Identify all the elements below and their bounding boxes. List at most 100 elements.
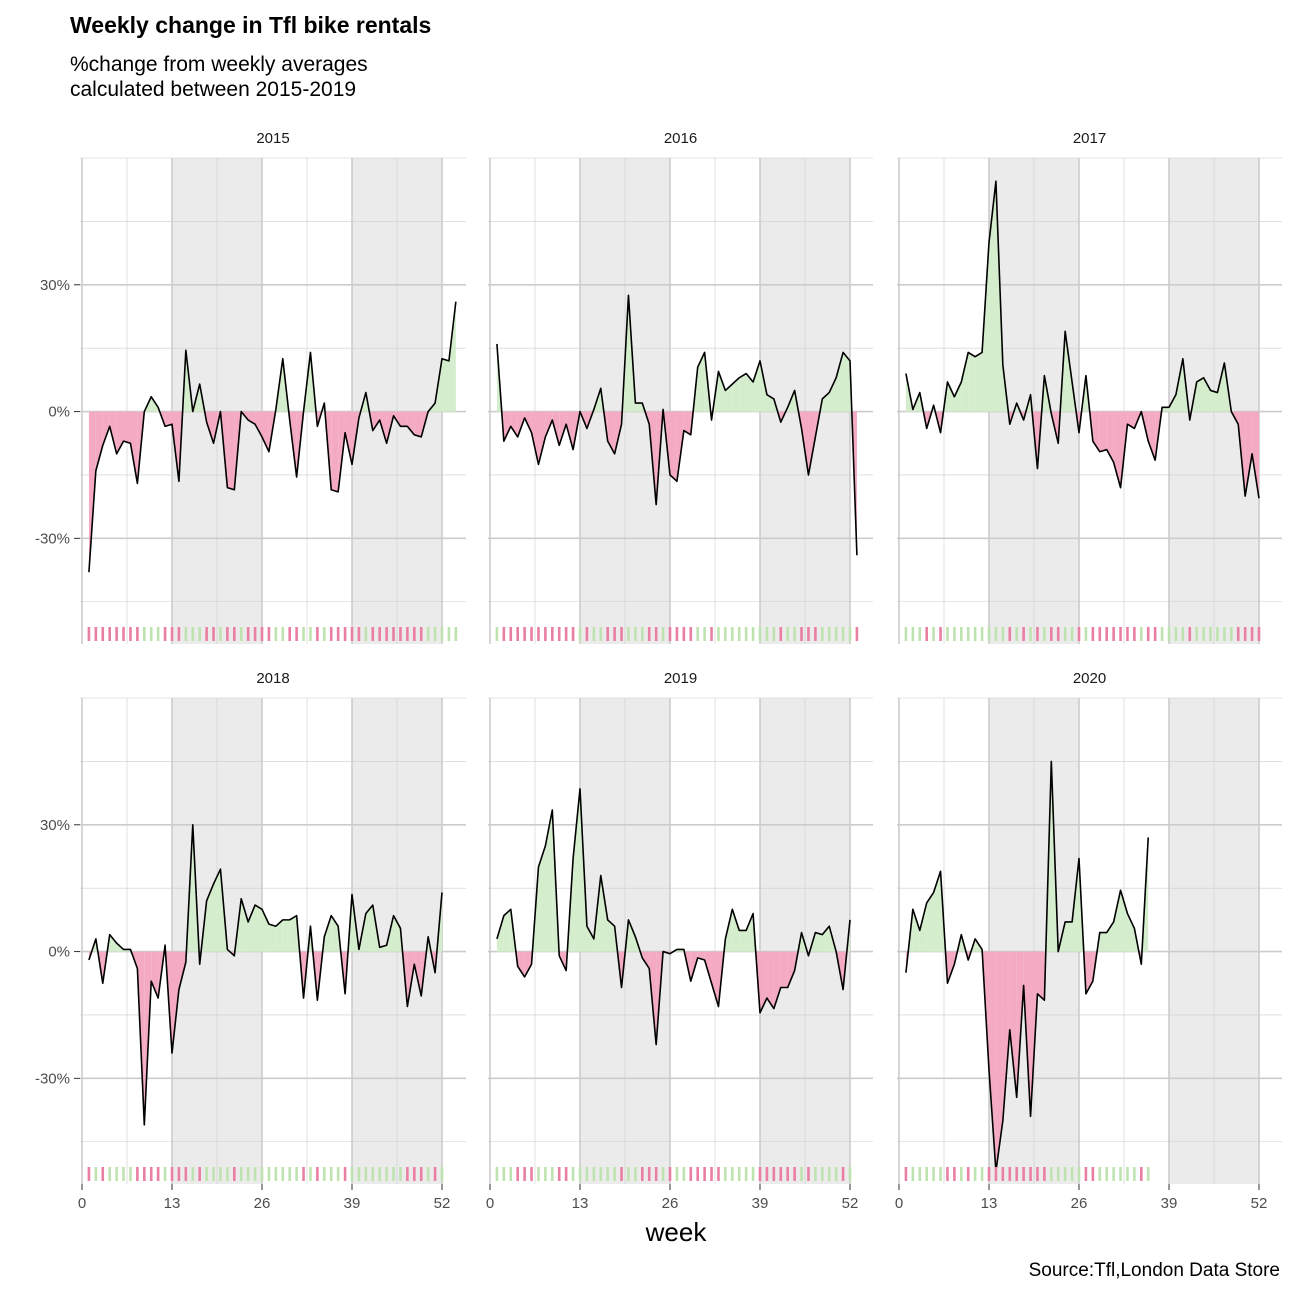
positive-area (746, 373, 754, 412)
negative-area (172, 951, 179, 1053)
y-tick-label: 30% (40, 817, 70, 834)
positive-area (1065, 331, 1073, 412)
negative-area (766, 951, 774, 1009)
negative-area (123, 411, 131, 444)
positive-area (109, 934, 117, 952)
negative-area (808, 411, 816, 475)
negative-area (1009, 951, 1017, 1098)
y-tick-label: 0% (48, 944, 70, 961)
positive-area (739, 930, 747, 952)
negative-area (206, 411, 214, 444)
positive-area (829, 377, 837, 412)
positive-area (393, 915, 401, 952)
negative-area (262, 411, 269, 452)
positive-area (206, 883, 214, 952)
weekly-change-line (88, 823, 443, 1126)
facet-strip-label: 2019 (664, 670, 697, 687)
x-tick-label: 26 (254, 1195, 271, 1212)
positive-area (912, 909, 920, 952)
positive-area (1072, 858, 1079, 952)
positive-area (954, 381, 962, 412)
x-tick-label: 13 (981, 1195, 998, 1212)
x-tick-label: 13 (572, 1195, 589, 1212)
negative-area (503, 411, 511, 442)
positive-area (919, 902, 927, 952)
negative-area (1092, 411, 1100, 452)
chart-caption: Source:Tfl,London Data Store (1028, 1260, 1280, 1281)
negative-area (531, 411, 539, 465)
negative-area (642, 951, 650, 969)
negative-area (255, 411, 262, 437)
x-tick-label: 0 (486, 1195, 494, 1212)
positive-area (628, 919, 636, 952)
positive-area (760, 360, 767, 412)
positive-area (248, 905, 256, 952)
positive-area (635, 403, 643, 412)
facet-panel-2017: 2017 (897, 130, 1282, 644)
y-tick-label: 30% (40, 277, 70, 294)
positive-area (926, 892, 934, 952)
negative-area (165, 411, 172, 427)
positive-area (365, 905, 373, 952)
negative-area (773, 951, 781, 1009)
negative-area (372, 411, 380, 431)
negative-area (989, 951, 996, 1172)
negative-area (1106, 411, 1114, 463)
x-tick-label: 39 (344, 1195, 361, 1212)
positive-area (982, 242, 989, 412)
negative-area (559, 411, 567, 446)
facet-panel-2020: 2020 0 13 26 39 52 (895, 670, 1282, 1212)
x-tick-label: 0 (78, 1195, 86, 1212)
positive-area (262, 909, 269, 952)
negative-area (95, 411, 103, 471)
y-tick-label: -30% (35, 530, 70, 547)
positive-area (324, 915, 332, 952)
x-tick-label: 39 (1161, 1195, 1178, 1212)
positive-area (746, 913, 754, 952)
facet-strip-label: 2017 (1073, 130, 1106, 147)
positive-area (275, 919, 283, 952)
positive-area (213, 869, 221, 952)
weekly-change-line (88, 301, 457, 573)
negative-area (566, 411, 574, 450)
positive-area (836, 352, 844, 412)
y-tick-label: -30% (35, 1070, 70, 1087)
facet-panel-2018: 2018 -30% 0% 30% 0 13 26 39 52 (35, 670, 466, 1212)
x-tick-label: 52 (434, 1195, 451, 1212)
positive-area (1203, 377, 1211, 412)
positive-area (975, 352, 983, 412)
x-tick-label: 26 (1071, 1195, 1088, 1212)
facet-panel-2015: 2015 -30% 0% 30% (35, 130, 466, 644)
negative-area (1002, 951, 1010, 1121)
negative-area (102, 411, 110, 446)
negative-area (407, 411, 415, 435)
positive-area (961, 352, 969, 412)
positive-area (268, 924, 276, 952)
negative-area (400, 411, 408, 427)
positive-area (1120, 890, 1128, 952)
weekly-change-line (496, 294, 858, 556)
positive-area (1162, 407, 1169, 412)
negative-area (1252, 411, 1259, 499)
positive-area (732, 909, 740, 952)
positive-area (1196, 377, 1204, 412)
positive-area (586, 926, 594, 952)
positive-area (255, 905, 262, 952)
negative-area (517, 951, 525, 977)
positive-area (496, 915, 504, 952)
chart-subtitle: %change from weekly averages calculated … (70, 53, 368, 101)
negative-area (109, 411, 117, 454)
positive-area (241, 898, 249, 952)
x-tick-label: 52 (1251, 1195, 1268, 1212)
positive-area (815, 932, 823, 952)
x-tick-label: 39 (752, 1195, 769, 1212)
positive-area (947, 381, 955, 412)
negative-area (711, 951, 719, 1007)
x-tick-label: 0 (895, 1195, 903, 1212)
x-tick-label: 13 (164, 1195, 181, 1212)
positive-area (1113, 890, 1121, 952)
positive-area (503, 909, 511, 952)
facet-strip-label: 2016 (664, 130, 697, 147)
negative-area (538, 411, 546, 465)
